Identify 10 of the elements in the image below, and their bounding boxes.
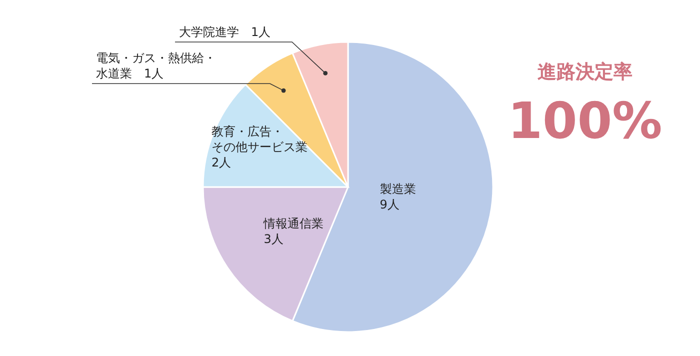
slice-label: 電気・ガス・熱供給・水道業 1人: [96, 51, 216, 81]
slice-label: 製造業: [380, 182, 416, 196]
slice-label: 情報通信業: [262, 216, 324, 231]
slice-label: 教育・広告・その他サービス業: [212, 124, 308, 154]
data-label: 3人: [264, 232, 284, 246]
data-label: 2人: [212, 156, 232, 170]
data-label: 9人: [380, 198, 400, 212]
slice-label: 大学院進学 1人: [179, 25, 271, 39]
text: 100%: [508, 92, 662, 150]
text: 進路決定率: [538, 61, 632, 83]
